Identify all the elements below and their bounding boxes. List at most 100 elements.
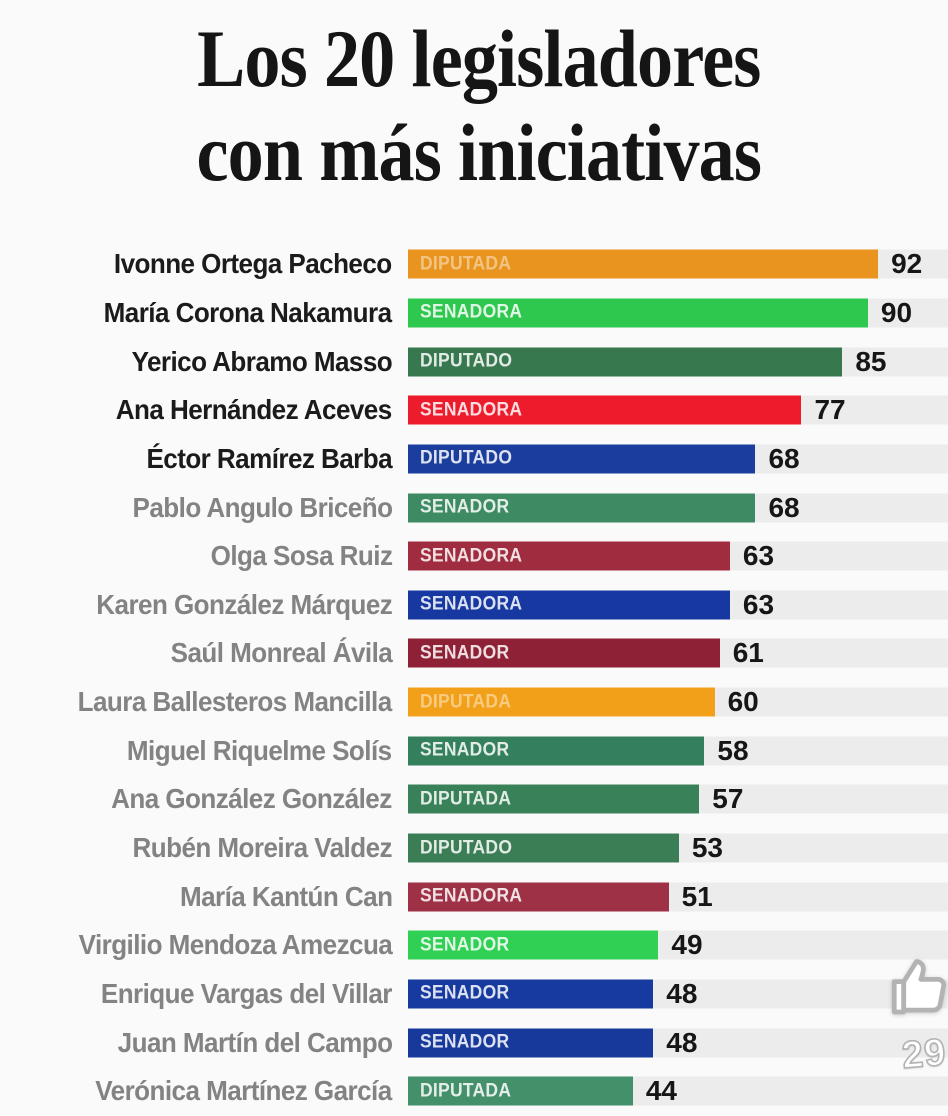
- name-cell: Miguel Riquelme Solís: [0, 726, 408, 775]
- role-badge: DIPUTADA: [420, 1080, 512, 1102]
- bar-area: SENADOR 48: [408, 1018, 948, 1067]
- role-badge: SENADOR: [420, 642, 510, 664]
- like-count: 29: [899, 1031, 948, 1078]
- legislator-name: Verónica Martínez García: [95, 1075, 393, 1107]
- bar-value: 85: [855, 345, 887, 377]
- bar-area: DIPUTADA 60: [408, 678, 948, 727]
- bar: SENADORA: [408, 298, 868, 328]
- chart-row: Miguel Riquelme Solís SENADOR 58: [0, 726, 948, 775]
- name-cell: Virgilio Mendoza Amezcua: [0, 921, 408, 970]
- bar-area: SENADOR 68: [408, 483, 948, 532]
- bar-area: SENADOR 49: [408, 921, 948, 970]
- role-badge: SENADORA: [420, 593, 523, 615]
- legislator-name: Olga Sosa Ruiz: [210, 540, 392, 572]
- legislator-name: Enrique Vargas del Villar: [101, 977, 393, 1009]
- name-cell: Éctor Ramírez Barba: [0, 435, 408, 484]
- chart-row: Yerico Abramo Masso DIPUTADO 85: [0, 337, 948, 386]
- role-badge: DIPUTADO: [420, 837, 513, 858]
- name-cell: Laura Ballesteros Mancilla: [0, 678, 408, 727]
- bar: SENADORA: [408, 590, 730, 620]
- bar-value: 77: [814, 394, 846, 426]
- name-cell: Ana González González: [0, 775, 408, 824]
- name-cell: Rubén Moreira Valdez: [0, 824, 408, 873]
- role-badge: SENADORA: [420, 545, 523, 567]
- bar: SENADOR: [408, 1028, 654, 1058]
- bar-area: DIPUTADA 92: [408, 240, 948, 289]
- bar-area: SENADOR 48: [408, 970, 948, 1019]
- name-cell: Enrique Vargas del Villar: [0, 970, 408, 1019]
- bar-area: SENADORA 63: [408, 580, 948, 629]
- role-badge: SENADOR: [420, 982, 510, 1004]
- chart-row: Karen González Márquez SENADORA 63: [0, 580, 948, 629]
- role-badge: SENADOR: [420, 739, 510, 761]
- name-cell: Pablo Angulo Briceño: [0, 483, 408, 532]
- page-title-line2: con más iniciativas: [196, 107, 762, 198]
- chart-row: Rubén Moreira Valdez DIPUTADO 53: [0, 824, 948, 873]
- chart-row: Ana González González DIPUTADA 57: [0, 775, 948, 824]
- bar-value: 48: [666, 977, 698, 1009]
- chart-row: Enrique Vargas del Villar SENADOR 48: [0, 970, 948, 1019]
- role-badge: SENADOR: [420, 496, 510, 518]
- like-overlay[interactable]: 29: [886, 946, 948, 1078]
- role-badge: SENADORA: [420, 301, 523, 323]
- name-cell: Verónica Martínez García: [0, 1067, 408, 1116]
- legislator-name: Ivonne Ortega Pacheco: [114, 248, 392, 280]
- bar: DIPUTADO: [408, 833, 679, 863]
- bar: SENADOR: [408, 979, 654, 1009]
- legislator-name: Éctor Ramírez Barba: [146, 442, 392, 474]
- bar-value: 68: [768, 491, 800, 523]
- legislator-name: Ana Hernández Aceves: [116, 394, 392, 426]
- legislator-name: Pablo Angulo Briceño: [132, 491, 392, 523]
- chart-row: María Corona Nakamura SENADORA 90: [0, 289, 948, 338]
- role-badge: DIPUTADA: [420, 253, 512, 275]
- bar: DIPUTADO: [408, 347, 843, 377]
- bar: SENADORA: [408, 395, 802, 425]
- role-badge: DIPUTADA: [420, 691, 512, 713]
- name-cell: Ana Hernández Aceves: [0, 386, 408, 435]
- chart-row: Ana Hernández Aceves SENADORA 77: [0, 386, 948, 435]
- legislator-name: María Kantún Can: [179, 880, 393, 912]
- bar: SENADOR: [408, 930, 659, 960]
- bar-area: DIPUTADO 53: [408, 824, 948, 873]
- role-badge: SENADOR: [420, 934, 510, 956]
- chart-row: Juan Martín del Campo SENADOR 48: [0, 1018, 948, 1067]
- bar-area: DIPUTADO 68: [408, 435, 948, 484]
- thumbs-up-icon[interactable]: [886, 946, 948, 1026]
- bar-area: SENADORA 77: [408, 386, 948, 435]
- bar-value: 63: [742, 588, 775, 620]
- bar: SENADOR: [408, 736, 705, 766]
- role-badge: SENADORA: [420, 399, 523, 421]
- legislator-name: Ana González González: [111, 783, 392, 815]
- name-cell: Ivonne Ortega Pacheco: [0, 240, 408, 289]
- name-cell: Olga Sosa Ruiz: [0, 532, 408, 581]
- bar-area: SENADORA 90: [408, 289, 948, 338]
- bar-value: 53: [691, 832, 723, 863]
- name-cell: Saúl Monreal Ávila: [0, 629, 408, 678]
- role-badge: SENADORA: [420, 885, 523, 907]
- legislator-name: Yerico Abramo Masso: [131, 345, 392, 377]
- bar-area: DIPUTADO 85: [408, 337, 948, 386]
- role-badge: SENADOR: [420, 1031, 510, 1053]
- bar: DIPUTADO: [408, 444, 756, 474]
- name-cell: María Corona Nakamura: [0, 289, 408, 338]
- bar: SENADORA: [408, 882, 669, 912]
- role-badge: DIPUTADA: [420, 788, 512, 810]
- bar: SENADOR: [408, 493, 756, 523]
- legislator-name: Laura Ballesteros Mancilla: [77, 686, 393, 718]
- bar-value: 60: [727, 686, 759, 718]
- bar: DIPUTADA: [408, 249, 879, 279]
- legislator-name: Karen González Márquez: [96, 588, 393, 620]
- chart-row: Pablo Angulo Briceño SENADOR 68: [0, 483, 948, 532]
- bar-area: SENADOR 58: [408, 726, 948, 775]
- bar: DIPUTADA: [408, 687, 715, 717]
- page-title-line1: Los 20 legisladores: [197, 13, 761, 104]
- bar-value: 48: [666, 1026, 698, 1058]
- name-cell: María Kantún Can: [0, 872, 408, 921]
- chart-row: Ivonne Ortega Pacheco DIPUTADA 92: [0, 240, 948, 289]
- name-cell: Juan Martín del Campo: [0, 1018, 408, 1067]
- bar-value: 51: [681, 880, 713, 912]
- bar-value: 57: [712, 783, 744, 815]
- bar-area: SENADORA 51: [408, 872, 948, 921]
- bar-value: 90: [880, 296, 913, 328]
- chart-row: María Kantún Can SENADORA 51: [0, 872, 948, 921]
